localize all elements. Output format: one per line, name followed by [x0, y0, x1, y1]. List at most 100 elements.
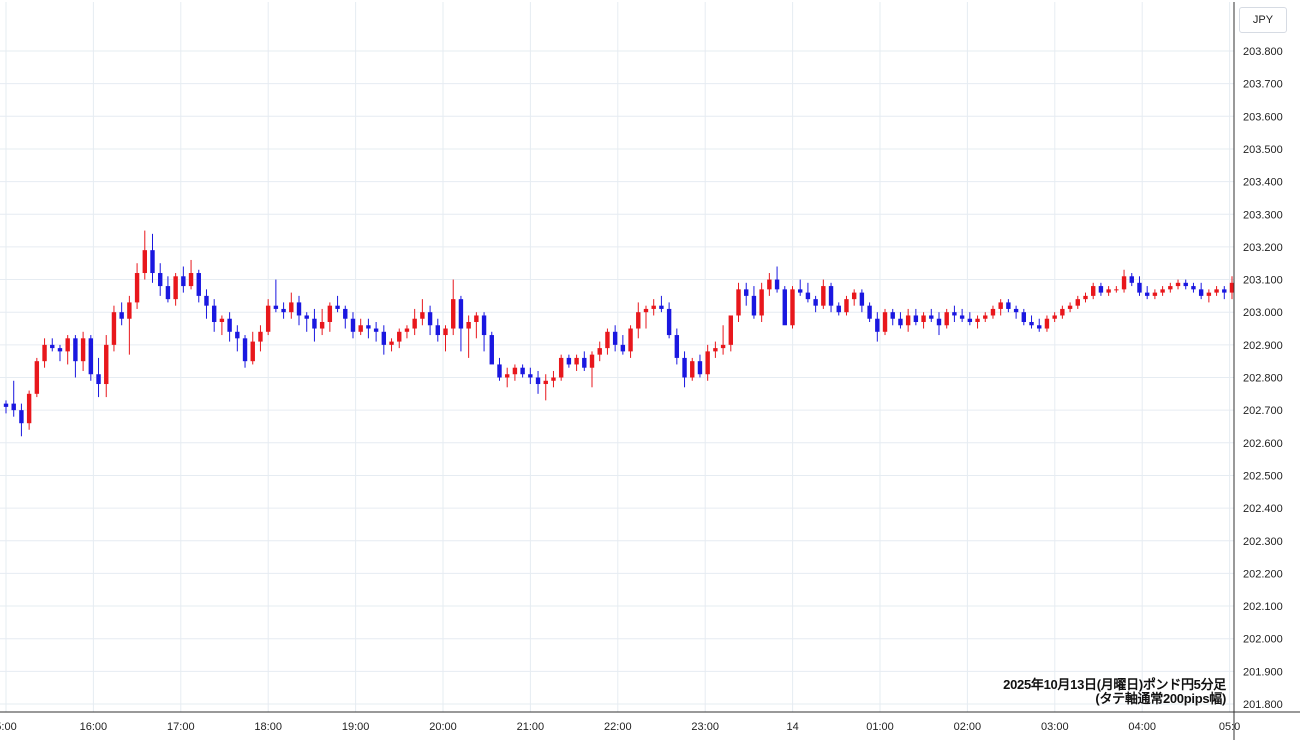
- candle-body: [929, 315, 934, 319]
- candle: [1168, 282, 1173, 293]
- currency-label-box[interactable]: JPY: [1239, 7, 1287, 33]
- candle: [373, 321, 379, 342]
- candle-body: [443, 328, 448, 336]
- candle: [474, 312, 479, 339]
- candle: [566, 354, 572, 368]
- candle: [458, 295, 464, 352]
- candle: [119, 302, 124, 326]
- candle-body: [828, 286, 834, 306]
- candle-body: [836, 305, 841, 313]
- candle: [504, 367, 510, 388]
- y-tick-label: 203.000: [1243, 307, 1283, 319]
- candle: [412, 308, 417, 336]
- candle: [612, 325, 618, 352]
- candle: [844, 295, 849, 316]
- candle: [936, 312, 942, 336]
- candle-body: [921, 315, 926, 322]
- candle: [1129, 273, 1134, 287]
- candle: [682, 351, 687, 388]
- candle: [705, 344, 710, 381]
- y-tick-label: 203.400: [1243, 177, 1283, 189]
- candle-body: [790, 289, 795, 326]
- y-tick-label: 203.500: [1243, 144, 1283, 156]
- candle-body: [1021, 312, 1027, 322]
- candle: [728, 315, 734, 352]
- candle: [875, 312, 880, 342]
- candle: [242, 335, 248, 368]
- candle: [890, 308, 895, 326]
- candle: [574, 354, 579, 371]
- candle: [859, 289, 865, 313]
- candle: [466, 315, 471, 358]
- candle: [1037, 318, 1042, 332]
- y-tick-label: 202.700: [1243, 405, 1283, 417]
- candle: [404, 325, 410, 339]
- candle-body: [412, 318, 417, 329]
- candle-body: [905, 315, 911, 326]
- candle-body: [319, 321, 325, 329]
- candle-body: [57, 348, 63, 352]
- candle: [959, 308, 965, 322]
- y-tick-label: 203.100: [1243, 275, 1283, 287]
- candle-body: [682, 357, 687, 378]
- candle: [1044, 315, 1050, 332]
- candle: [1175, 279, 1181, 290]
- candle: [165, 276, 171, 303]
- candle-body: [983, 315, 988, 319]
- candle: [366, 318, 371, 339]
- candle-body: [1222, 289, 1227, 293]
- candle-body: [435, 325, 440, 336]
- y-tick-label: 203.700: [1243, 79, 1283, 91]
- candle-body: [289, 302, 294, 313]
- candle: [34, 357, 40, 398]
- candle-series: [3, 230, 1235, 437]
- candle: [111, 305, 117, 352]
- candle-body: [127, 302, 132, 319]
- y-tick-label: 202.800: [1243, 373, 1283, 385]
- x-tick-label: 20:00: [429, 721, 457, 733]
- candle-body: [1121, 276, 1127, 290]
- x-tick-label: 01:00: [866, 721, 894, 733]
- candle-body: [566, 357, 572, 365]
- candle: [659, 295, 664, 313]
- candle-body: [759, 289, 764, 316]
- candle: [127, 295, 132, 355]
- y-tick-label: 202.300: [1243, 536, 1283, 548]
- candle-body: [142, 250, 147, 274]
- candle: [744, 282, 749, 306]
- candle-body: [504, 374, 510, 378]
- candle-body: [1137, 282, 1142, 293]
- candle: [158, 263, 163, 296]
- candle-body: [1091, 286, 1096, 296]
- candle: [134, 263, 140, 309]
- candle: [990, 305, 996, 319]
- candle: [343, 305, 348, 329]
- candle: [828, 282, 834, 313]
- candle-body: [73, 338, 78, 362]
- candle: [19, 403, 24, 437]
- candle-body: [620, 344, 626, 352]
- candle: [551, 370, 556, 388]
- candle-body: [366, 325, 371, 329]
- candle-body: [104, 344, 109, 385]
- candle: [420, 299, 425, 326]
- candle-body: [1075, 299, 1080, 306]
- x-tick-label: 5:00: [0, 721, 17, 733]
- x-tick-label: 14: [786, 721, 798, 733]
- candle: [451, 279, 456, 336]
- candle-body: [373, 328, 379, 332]
- candle-body: [975, 318, 980, 322]
- candle-body: [705, 351, 710, 375]
- x-tick-label: 18:00: [254, 721, 282, 733]
- candle: [258, 325, 263, 352]
- candle-body: [1191, 286, 1196, 290]
- candle-body: [1044, 318, 1050, 329]
- y-tick-label: 202.200: [1243, 568, 1283, 580]
- candle-body: [589, 354, 595, 368]
- candle-body: [65, 338, 70, 352]
- candle-body: [188, 273, 194, 287]
- candle-body: [1067, 305, 1073, 309]
- y-tick-label: 201.900: [1243, 666, 1283, 678]
- candle: [181, 266, 186, 293]
